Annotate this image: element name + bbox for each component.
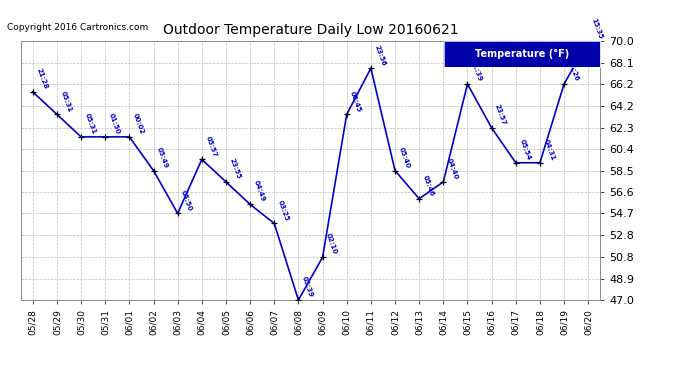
Text: 23:57: 23:57: [494, 104, 507, 126]
Text: 05:26: 05:26: [566, 60, 580, 82]
Text: 23:56: 23:56: [373, 44, 386, 66]
Text: Copyright 2016 Cartronics.com: Copyright 2016 Cartronics.com: [7, 23, 148, 32]
Text: 05:39: 05:39: [301, 276, 314, 298]
Text: 23:55: 23:55: [228, 158, 242, 180]
Text: 05:31: 05:31: [59, 90, 72, 112]
Text: 05:50: 05:50: [180, 189, 193, 211]
Text: 15:35: 15:35: [591, 17, 604, 39]
Title: Outdoor Temperature Daily Low 20160621: Outdoor Temperature Daily Low 20160621: [163, 23, 458, 37]
Text: 04:49: 04:49: [253, 180, 266, 203]
Text: 05:54: 05:54: [518, 138, 531, 161]
Text: 05:57: 05:57: [204, 135, 217, 158]
Text: 03:25: 03:25: [277, 199, 290, 222]
Text: 05:40: 05:40: [397, 146, 411, 169]
Text: 01:50: 01:50: [108, 112, 121, 135]
Text: 21:28: 21:28: [35, 68, 48, 90]
Text: 06:45: 06:45: [349, 90, 362, 112]
Text: 05:46: 05:46: [422, 174, 435, 197]
Text: 04:40: 04:40: [446, 157, 459, 180]
Text: 02:10: 02:10: [325, 233, 338, 255]
Text: 00:02: 00:02: [132, 112, 145, 135]
Text: 05:31: 05:31: [83, 112, 97, 135]
Text: 05:49: 05:49: [156, 146, 169, 169]
Text: 01:39: 01:39: [470, 59, 483, 82]
Text: 04:31: 04:31: [542, 138, 555, 161]
